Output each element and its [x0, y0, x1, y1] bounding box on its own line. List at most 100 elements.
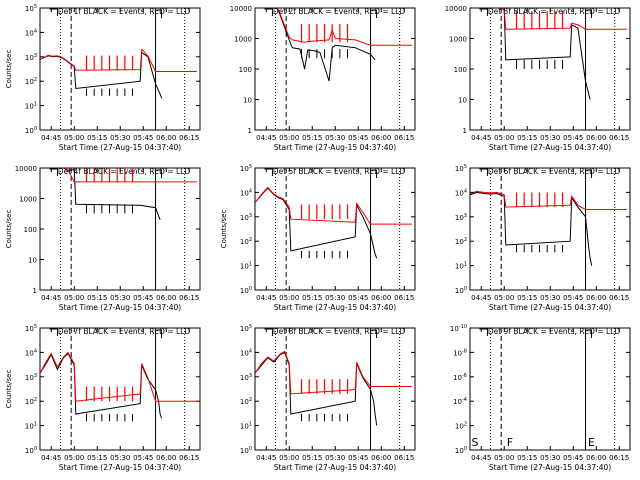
y-tick-label: 102: [455, 237, 467, 246]
x-tick-label: 04:45: [41, 454, 61, 462]
x-tick-label: 04:45: [256, 454, 276, 462]
saa-bracket-mark: [479, 168, 488, 176]
x-tick-label: 05:30: [110, 294, 130, 302]
panel-title: Det 2f BLACK = Events, RED = LLD: [273, 7, 406, 16]
x-tick-label: 05:15: [302, 134, 322, 142]
y-tick-label: 101: [455, 262, 467, 271]
x-axis-label: Start Time (27-Aug-15 04:37:40): [274, 303, 396, 312]
y-tick-label: 102: [240, 237, 252, 246]
flag-letter: E: [588, 436, 595, 449]
x-tick-label: 05:45: [348, 294, 368, 302]
x-tick-label: 06:15: [179, 134, 199, 142]
orbit-bracket-mark: [156, 329, 163, 338]
panel-title: Det 9f BLACK = Events, RED = LLD: [488, 327, 621, 336]
panel-title: Det 7f BLACK = Events, RED = LLD: [58, 327, 191, 336]
series-line-lld: [277, 8, 412, 46]
y-tick-label: 1000: [19, 196, 37, 204]
y-tick-label: 10000: [445, 5, 467, 13]
x-tick-label: 05:45: [348, 454, 368, 462]
x-tick-label: 05:30: [110, 134, 130, 142]
x-axis-label: Start Time (27-Aug-15 04:37:40): [59, 463, 181, 472]
x-tick-label: 05:45: [133, 294, 153, 302]
x-tick-label: 05:30: [325, 294, 345, 302]
x-tick-label: 05:15: [517, 454, 537, 462]
x-tick-label: 05:00: [64, 134, 84, 142]
x-tick-label: 04:45: [256, 134, 276, 142]
x-tick-label: 06:00: [156, 134, 176, 142]
series-line-lld: [40, 48, 197, 72]
y-tick-label: 1: [33, 287, 37, 295]
panel-det-2: 1 10 100 1000 10000 04:45 05:00 05:15 05:30 05:45…: [230, 5, 416, 152]
series-line-events: [40, 51, 163, 99]
x-axis-label: Start Time (27-Aug-15 04:37:40): [489, 143, 611, 152]
x-tick-label: 05:30: [540, 294, 560, 302]
x-tick-label: 05:00: [64, 454, 84, 462]
series-line-lld: [40, 351, 197, 402]
orbit-bracket-mark: [371, 329, 378, 338]
saa-bracket-mark: [49, 168, 58, 176]
y-axis-label: Counts/sec: [5, 50, 13, 89]
y-tick-label: 105: [240, 164, 252, 173]
saa-bracket-mark: [49, 328, 58, 336]
y-tick-label: 104: [25, 28, 37, 37]
panel-title: Det 8f BLACK = Events, RED = LLD: [273, 327, 406, 336]
plot-frame: [469, 7, 631, 131]
y-tick-label: 103: [240, 373, 252, 382]
panel-title: Det 4f BLACK = Events, RED = LLD: [58, 167, 191, 176]
x-tick-label: 06:00: [156, 294, 176, 302]
plot-frame: [469, 167, 631, 291]
plot-frame: [39, 327, 201, 451]
y-tick-label: 100: [24, 226, 37, 234]
x-tick-label: 05:00: [279, 454, 299, 462]
saa-bracket-mark: [479, 8, 488, 16]
x-tick-label: 05:45: [563, 294, 583, 302]
x-tick-label: 05:30: [325, 134, 345, 142]
y-tick-label: 1000: [449, 36, 467, 44]
y-tick-label: 102: [25, 77, 37, 86]
series-line-events: [276, 8, 376, 82]
x-axis-label: Start Time (27-Aug-15 04:37:40): [489, 463, 611, 472]
x-tick-label: 04:45: [471, 134, 491, 142]
x-tick-label: 05:45: [563, 134, 583, 142]
y-tick-label: 102: [25, 397, 37, 406]
series-line-events: [495, 8, 591, 100]
x-tick-label: 05:30: [540, 454, 560, 462]
y-axis-label: Counts/sec: [220, 210, 228, 249]
x-tick-label: 04:45: [471, 294, 491, 302]
y-tick-label: 102: [240, 397, 252, 406]
x-tick-label: 05:45: [133, 134, 153, 142]
x-tick-label: 05:00: [494, 294, 514, 302]
panel-det-8: 100 101 102 103 104 105 04:45 05:00 05:15 05:30 05…: [240, 324, 416, 472]
x-tick-label: 06:15: [609, 454, 629, 462]
panel-det-3: 1 10 100 1000 10000 04:45 05:00 05:15 05:30 05:45…: [445, 5, 631, 152]
series-line-lld: [498, 8, 627, 30]
orbit-bracket-mark: [586, 169, 593, 178]
x-tick-label: 06:00: [371, 454, 391, 462]
x-tick-label: 04:45: [41, 134, 61, 142]
saa-bracket-mark: [264, 328, 273, 336]
y-tick-label: 103: [25, 373, 37, 382]
y-tick-label: 103: [25, 53, 37, 62]
x-tick-label: 05:15: [87, 294, 107, 302]
orbit-bracket-mark: [371, 9, 378, 18]
y-tick-label: 104: [25, 348, 37, 357]
y-tick-label: 101: [25, 422, 37, 431]
x-tick-label: 05:15: [517, 294, 537, 302]
y-tick-label: 1: [248, 127, 252, 135]
x-tick-label: 05:15: [87, 454, 107, 462]
y-tick-label: 1: [463, 127, 467, 135]
orbit-bracket-mark: [156, 9, 163, 18]
x-tick-label: 06:00: [586, 134, 606, 142]
x-tick-label: 04:45: [41, 294, 61, 302]
x-tick-label: 05:15: [517, 134, 537, 142]
x-tick-label: 06:00: [371, 294, 391, 302]
x-tick-label: 05:45: [563, 454, 583, 462]
y-tick-label: 102: [455, 422, 467, 431]
x-tick-label: 04:45: [256, 294, 276, 302]
y-tick-label: 100: [454, 66, 467, 74]
saa-bracket-mark: [264, 8, 273, 16]
x-tick-label: 06:00: [586, 294, 606, 302]
x-tick-label: 05:00: [494, 134, 514, 142]
x-tick-label: 05:45: [348, 134, 368, 142]
flag-letter: S: [472, 436, 479, 449]
